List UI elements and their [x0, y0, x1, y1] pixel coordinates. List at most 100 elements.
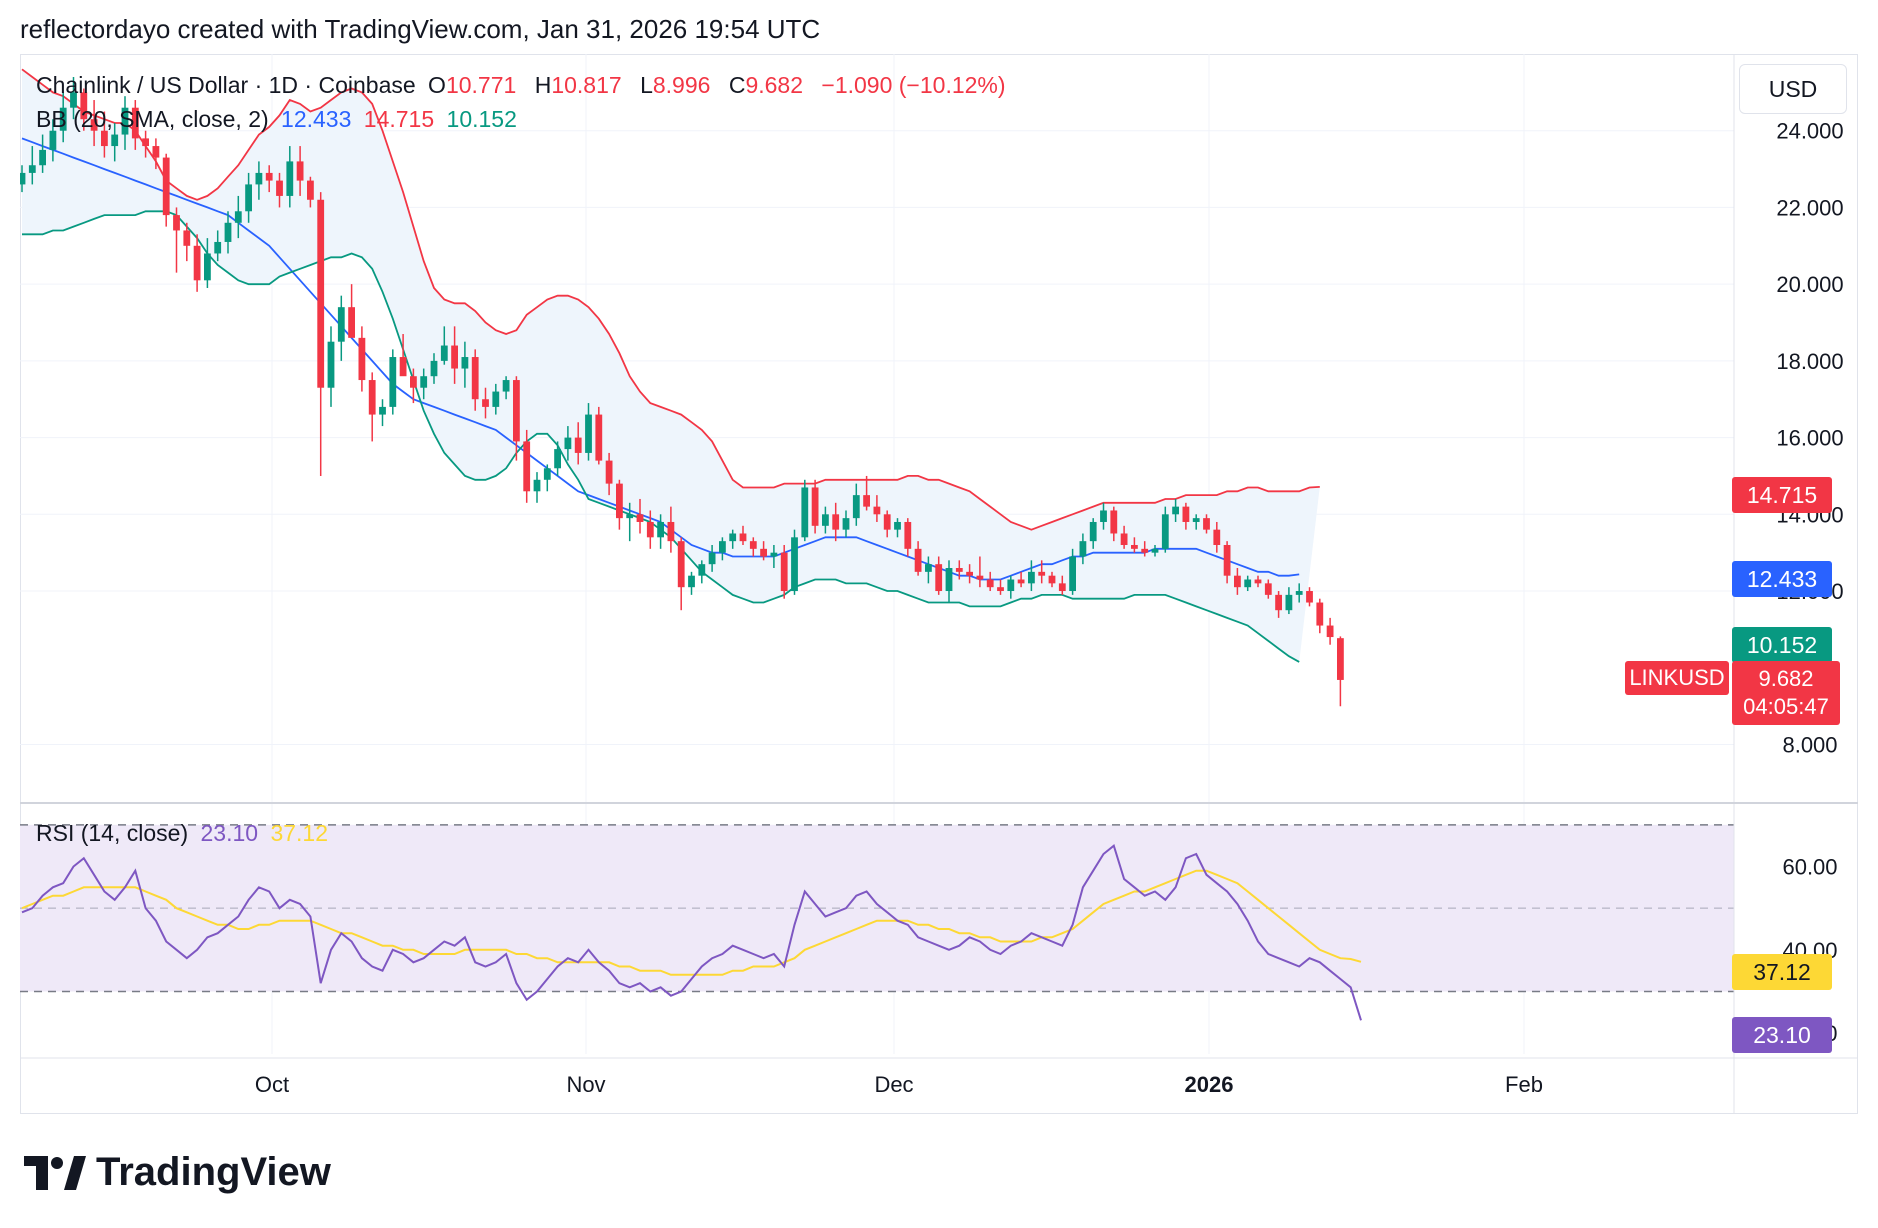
bb-basis-value: 12.433 [281, 106, 352, 132]
candle [626, 502, 634, 542]
last-price-label: 9.682 04:05:47 [1732, 661, 1840, 725]
candle-body [1058, 583, 1066, 592]
candle-body [183, 230, 191, 246]
candle-body [1151, 548, 1159, 553]
candle-body [873, 506, 881, 515]
candle-body [770, 552, 778, 557]
candle [317, 192, 325, 476]
candle [1264, 579, 1272, 599]
candle-body [1100, 510, 1107, 522]
candle [399, 334, 407, 377]
candle-body [451, 345, 458, 369]
candle-body [1337, 638, 1344, 680]
candle [636, 498, 644, 534]
candle-body [791, 537, 798, 592]
candle-body [39, 149, 46, 166]
candle [482, 387, 489, 419]
candle-body [1182, 506, 1190, 522]
candle-body [935, 564, 943, 592]
candle-body [894, 521, 901, 530]
candle-body [688, 575, 695, 588]
bar-countdown: 04:05:47 [1743, 694, 1829, 719]
candle-body [646, 521, 654, 538]
candle-body [358, 337, 366, 381]
candle [770, 544, 778, 569]
candle [245, 172, 252, 223]
chart-frame[interactable] [20, 54, 1858, 1114]
rsi-label[interactable]: RSI (14, close) [36, 820, 189, 846]
candle-body [739, 533, 747, 542]
currency-selector[interactable]: USD [1739, 64, 1847, 114]
candle-body [616, 483, 623, 519]
candle-body [1038, 571, 1046, 576]
chart-canvas[interactable]: Oct Nov Dec 2026 Feb 24.000 22.000 20.000 18.000… [20, 54, 1858, 1114]
candle [646, 510, 654, 549]
candle-body [955, 568, 963, 572]
time-tick-label: Nov [566, 1072, 605, 1097]
candle [307, 176, 314, 208]
candle-body [986, 579, 994, 588]
candle-body [780, 552, 788, 592]
candle-body [554, 449, 561, 469]
candle [1203, 514, 1210, 534]
candle-body [307, 180, 314, 200]
candle [935, 556, 943, 595]
candle [657, 514, 664, 549]
candle-body [1069, 556, 1076, 592]
candle [966, 564, 973, 584]
candle [801, 479, 809, 542]
tradingview-logo[interactable]: TradingView [24, 1150, 331, 1195]
candle-body [760, 548, 767, 557]
candle-body [482, 399, 489, 407]
candle-body [348, 307, 355, 338]
candle [461, 341, 469, 388]
candle [945, 560, 953, 603]
candle [1213, 521, 1221, 553]
candle-body [966, 571, 973, 576]
candle-body [914, 548, 922, 572]
candle [667, 506, 675, 553]
bb-label[interactable]: BB (20, SMA, close, 2) [36, 106, 269, 132]
candle-body [1141, 548, 1149, 553]
candle-body [224, 222, 232, 242]
candle-body [1285, 594, 1293, 611]
candle [677, 537, 685, 611]
candle-body [1316, 602, 1324, 626]
candle [873, 495, 881, 522]
candle-body [1244, 579, 1252, 588]
candle [976, 556, 984, 588]
candle [616, 479, 623, 530]
candle [348, 284, 355, 338]
candle-body [234, 211, 242, 223]
candle-body [1295, 591, 1303, 595]
tradingview-logo-icon [24, 1155, 86, 1190]
candle-body [543, 468, 551, 480]
candle-body [1223, 544, 1231, 576]
candle [20, 165, 26, 193]
candle [904, 518, 912, 557]
rsi-band [20, 824, 1734, 993]
candle-body [1254, 579, 1262, 584]
candle-body [811, 487, 819, 526]
candle-body [585, 414, 592, 453]
candle [471, 349, 479, 411]
candle [1192, 514, 1200, 530]
candle [1048, 571, 1056, 588]
candle-body [729, 533, 737, 542]
symbol-name[interactable]: Chainlink / US Dollar · 1D · Coinbase [36, 72, 416, 98]
candle [729, 529, 737, 549]
candle [513, 376, 520, 461]
candle-body [523, 441, 531, 492]
candle [173, 207, 180, 273]
candle-body [842, 518, 850, 530]
candle [368, 372, 376, 442]
candle [337, 295, 345, 361]
candle [1254, 575, 1262, 588]
candle [605, 452, 613, 496]
candle-body [822, 514, 829, 526]
candle [791, 529, 798, 595]
candle [986, 571, 994, 592]
bb-lower-price-label: 10.152 [1732, 627, 1832, 663]
candle-body [296, 161, 304, 181]
time-tick-label: 2026 [1185, 1072, 1234, 1097]
